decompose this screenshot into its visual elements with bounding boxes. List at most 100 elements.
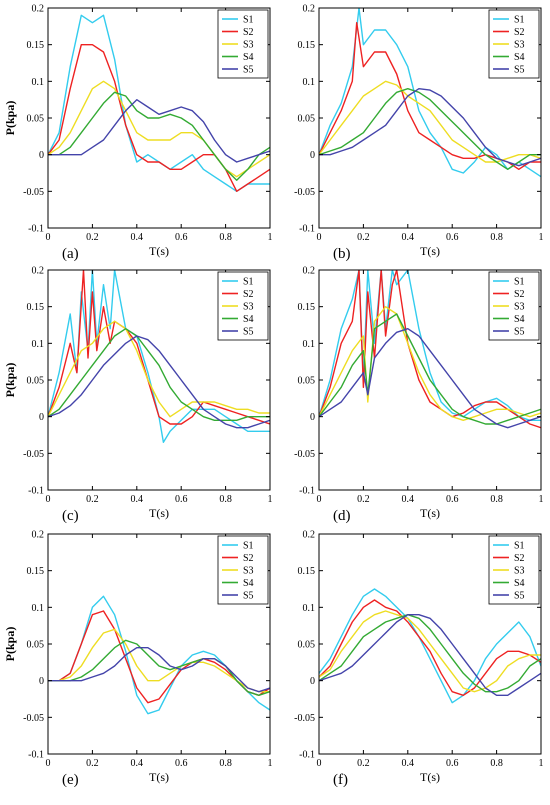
legend-label-s2: S2 [514, 553, 525, 564]
series-line-s5 [319, 328, 541, 429]
legend-label-s4: S4 [514, 578, 525, 589]
legend-label-s3: S3 [243, 566, 254, 577]
x-axis-title: T(s) [149, 506, 169, 520]
y-tick-label: 0.1 [303, 339, 316, 350]
y-tick-label: -0.1 [299, 750, 315, 761]
x-tick-label: 0.4 [402, 494, 415, 505]
x-tick-label: 1 [268, 494, 273, 505]
series-line-s3 [319, 610, 541, 693]
x-tick-label: 0 [317, 758, 322, 769]
legend-label-s4: S4 [243, 314, 254, 325]
x-tick-label: 0.2 [357, 232, 370, 243]
x-tick-label: 0.2 [86, 232, 99, 243]
panel-label: (c) [62, 508, 79, 524]
chart-panel-1: -0.1 -0.05 0 0.05 0.1 0.15 0.2 0 0.2 0.4 0.6 0.8 1 T(… [3, 4, 273, 263]
y-tick-label: 0.2 [303, 4, 316, 15]
series-line-s4 [48, 91, 270, 182]
x-tick-label: 0.2 [86, 758, 99, 769]
x-tick-label: 0 [46, 494, 51, 505]
x-axis-title: T(s) [149, 244, 169, 258]
y-tick-label: 0.15 [298, 566, 316, 577]
x-tick-label: 0.4 [131, 494, 144, 505]
y-tick-label: -0.1 [299, 224, 315, 235]
y-axis-title: P(kpa) [3, 627, 17, 662]
y-tick-label: 0 [39, 676, 44, 687]
legend-label-s4: S4 [243, 578, 254, 589]
chart-panel-6: -0.1 -0.05 0 0.05 0.1 0.15 0.2 0 0.2 0.4 0.6 0.8 1 T(… [294, 530, 543, 789]
legend-label-s3: S3 [243, 302, 254, 313]
y-tick-label: -0.05 [294, 449, 315, 460]
y-tick-label: 0.1 [303, 603, 316, 614]
legend-label-s3: S3 [514, 40, 525, 51]
x-tick-label: 0.2 [357, 758, 370, 769]
y-tick-label: -0.05 [23, 187, 44, 198]
x-axis-title: T(s) [149, 770, 169, 784]
y-tick-label: 0 [39, 150, 44, 161]
y-tick-label: 0.05 [298, 640, 316, 651]
x-tick-label: 0.8 [490, 758, 503, 769]
x-tick-label: 0.6 [175, 494, 188, 505]
panel-label: (e) [62, 772, 79, 788]
legend-label-s1: S1 [243, 15, 254, 26]
legend-label-s5: S5 [243, 327, 254, 338]
x-tick-label: 0 [317, 232, 322, 243]
legend-label-s1: S1 [514, 541, 525, 552]
series-line-s1 [319, 270, 541, 421]
chart-panel-2: -0.1 -0.05 0 0.05 0.1 0.15 0.2 0 0.2 0.4 0.6 0.8 1 T(… [294, 4, 543, 263]
series-line-s4 [319, 313, 541, 425]
series-line-s3 [48, 320, 270, 418]
legend-label-s3: S3 [243, 40, 254, 51]
x-tick-label: 0.8 [219, 494, 232, 505]
series-line-s5 [48, 335, 270, 429]
x-tick-label: 0 [46, 758, 51, 769]
y-tick-label: 0.05 [27, 114, 45, 125]
y-tick-label: 0 [39, 412, 44, 423]
y-tick-label: 0.2 [303, 266, 316, 277]
chart-panel-5: -0.1 -0.05 0 0.05 0.1 0.15 0.2 0 0.2 0.4 0.6 0.8 1 T(… [3, 530, 273, 789]
legend-label-s1: S1 [243, 541, 254, 552]
legend-label-s5: S5 [243, 65, 254, 76]
x-tick-label: 0.4 [131, 758, 144, 769]
x-tick-label: 0.8 [219, 232, 232, 243]
x-tick-label: 1 [268, 758, 273, 769]
series-line-s4 [319, 87, 541, 171]
chart-panel-3: -0.1 -0.05 0 0.05 0.1 0.15 0.2 0 0.2 0.4 0.6 0.8 1 T(… [3, 266, 273, 525]
y-tick-label: 0.2 [32, 530, 45, 541]
series-line-s4 [48, 639, 270, 696]
series-line-s1 [319, 588, 541, 704]
y-tick-label: 0.05 [27, 376, 45, 387]
legend-label-s2: S2 [243, 289, 254, 300]
legend-label-s2: S2 [514, 289, 525, 300]
y-tick-label: -0.05 [294, 187, 315, 198]
y-tick-label: 0 [310, 676, 315, 687]
y-tick-label: 0 [310, 412, 315, 423]
series-line-s4 [319, 614, 541, 693]
x-tick-label: 1 [539, 232, 544, 243]
series-line-s3 [48, 80, 270, 178]
legend-label-s3: S3 [514, 302, 525, 313]
y-tick-label: 0.1 [32, 339, 45, 350]
series-line-s5 [319, 614, 541, 696]
y-tick-label: 0.1 [303, 77, 316, 88]
chart-panel-4: -0.1 -0.05 0 0.05 0.1 0.15 0.2 0 0.2 0.4 0.6 0.8 1 T(… [294, 266, 543, 525]
legend-label-s5: S5 [514, 591, 525, 602]
x-tick-label: 0.4 [402, 758, 415, 769]
y-tick-label: -0.1 [28, 750, 44, 761]
y-tick-label: -0.05 [294, 713, 315, 724]
legend-label-s5: S5 [514, 327, 525, 338]
x-axis-title: T(s) [420, 244, 440, 258]
y-tick-label: 0.2 [303, 530, 316, 541]
x-tick-label: 0.8 [219, 758, 232, 769]
y-tick-label: 0.15 [27, 302, 45, 313]
y-tick-label: 0.15 [27, 566, 45, 577]
y-tick-label: 0 [310, 150, 315, 161]
series-line-s2 [48, 44, 270, 193]
x-tick-label: 0.2 [86, 494, 99, 505]
legend-label-s1: S1 [514, 277, 525, 288]
